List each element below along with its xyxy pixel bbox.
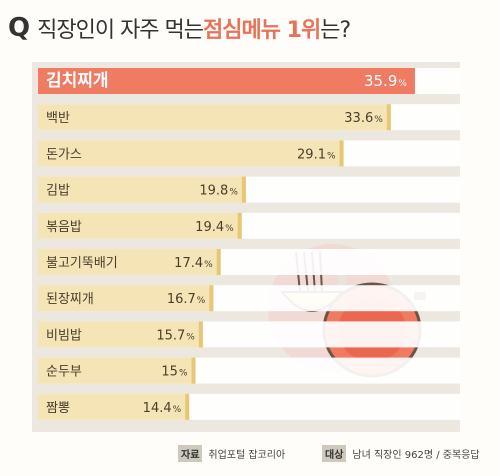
value-number: 19.8 [199, 184, 228, 199]
bar [38, 249, 221, 275]
bar [38, 140, 344, 167]
value-label: 29.1% [297, 147, 336, 162]
value-unit: % [327, 151, 336, 161]
value-number: 14.4 [143, 401, 172, 416]
value-number: 16.7 [167, 292, 196, 307]
value-label: 17.4% [174, 256, 213, 271]
bar-edge [185, 393, 190, 420]
bar-edge [241, 176, 246, 203]
bar-edge [191, 357, 196, 384]
value-number: 29.1 [297, 147, 326, 162]
value-unit: % [179, 369, 188, 379]
value-label: 33.6% [344, 111, 383, 126]
value-number: 35.9 [364, 72, 397, 90]
value-number: 15.7 [156, 328, 185, 343]
bar [38, 212, 242, 239]
bar-edge [237, 212, 242, 239]
value-unit: % [197, 296, 206, 306]
bar [38, 357, 196, 384]
bar [38, 393, 190, 420]
source-note: 자료 취업포털 잡코리아 [178, 443, 285, 463]
bar [38, 176, 246, 203]
title-prefix: 직장인이 자주 먹는 [37, 18, 204, 43]
bar [38, 321, 203, 348]
value-number: 19.4 [195, 220, 224, 235]
value-unit: % [173, 405, 182, 415]
category-label: 불고기뚝배기 [46, 256, 118, 271]
value-label: 19.4% [195, 220, 234, 235]
category-label: 짬뽕 [46, 401, 70, 416]
value-label: 14.4% [143, 401, 182, 416]
value-unit: % [186, 332, 195, 342]
category-label: 비빔밥 [46, 328, 82, 343]
source-tag: 자료 [178, 444, 203, 462]
value-unit: % [225, 224, 234, 234]
category-label: 김밥 [46, 184, 70, 199]
bar-edge [339, 140, 344, 167]
value-label: 19.8% [199, 184, 238, 199]
value-label: 35.9% [364, 72, 407, 90]
category-label: 김치찌개 [46, 71, 109, 91]
value-label: 15% [161, 365, 188, 380]
bar-edge [198, 321, 203, 348]
bar-edge [216, 249, 221, 275]
bar [38, 68, 415, 94]
value-unit: % [374, 115, 383, 125]
q-mark: Q [8, 13, 30, 43]
category-label: 된장찌개 [46, 292, 94, 307]
category-label: 돈가스 [46, 147, 82, 162]
title-highlight: 점심메뉴 1위 [203, 18, 321, 43]
value-label: 16.7% [167, 292, 206, 307]
value-number: 17.4 [174, 256, 203, 271]
source-text: 취업포털 잡코리아 [208, 449, 286, 461]
value-unit: % [229, 188, 238, 198]
value-label: 15.7% [156, 328, 195, 343]
category-label: 백반 [46, 111, 70, 126]
bar-edge [386, 104, 391, 131]
value-number: 33.6 [344, 111, 373, 126]
target-text: 남녀 직장인 962명 / 중복응답 [352, 449, 480, 461]
category-label: 순두부 [46, 365, 82, 380]
title-suffix: 는? [320, 18, 351, 43]
target-note: 대상 남녀 직장인 962명 / 중복응답 [322, 443, 480, 463]
value-number: 15 [161, 365, 178, 380]
value-unit: % [398, 79, 407, 89]
category-label: 볶음밥 [46, 220, 82, 235]
target-tag: 대상 [322, 444, 347, 462]
value-unit: % [204, 260, 213, 270]
chart-title: Q 직장인이 자주 먹는 점심메뉴 1위 는? [8, 8, 492, 48]
bar [38, 285, 214, 312]
bar-edge [209, 285, 214, 312]
bar [38, 104, 391, 131]
